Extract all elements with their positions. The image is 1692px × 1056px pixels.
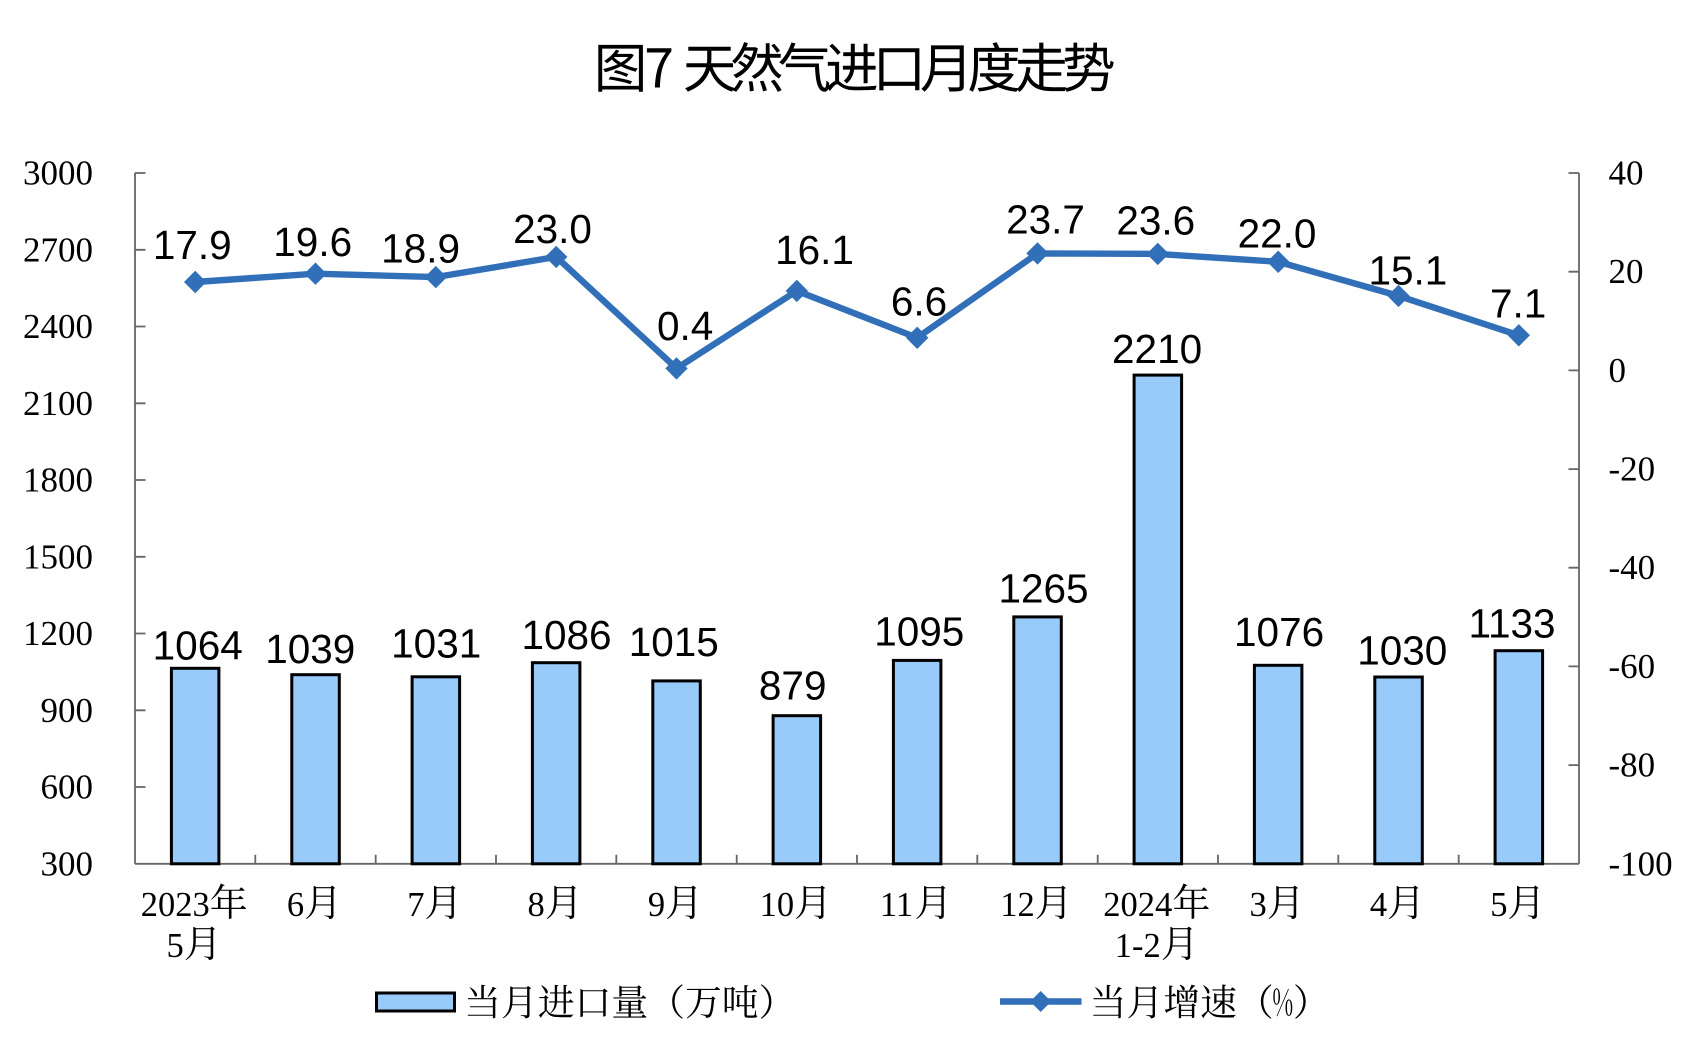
svg-text:1030: 1030	[1357, 628, 1447, 674]
svg-text:1265: 1265	[998, 565, 1088, 611]
svg-text:18.9: 18.9	[381, 225, 460, 271]
svg-text:-60: -60	[1609, 647, 1656, 686]
svg-text:1015: 1015	[629, 619, 719, 665]
svg-text:2210: 2210	[1112, 326, 1202, 372]
svg-text:2023: 2023	[141, 886, 210, 924]
svg-text:20: 20	[1609, 252, 1644, 291]
svg-text:40: 40	[1609, 154, 1644, 193]
svg-text:0: 0	[1609, 351, 1627, 390]
svg-text:-40: -40	[1609, 548, 1656, 587]
svg-text:10: 10	[760, 886, 795, 924]
svg-text:7: 7	[407, 886, 424, 924]
svg-text:-20: -20	[1609, 450, 1656, 489]
svg-text:17.9: 17.9	[153, 222, 232, 268]
svg-text:5: 5	[167, 927, 184, 965]
svg-text:900: 900	[41, 691, 94, 730]
svg-text:19.6: 19.6	[273, 219, 352, 265]
svg-text:300: 300	[41, 844, 94, 883]
svg-text:2400: 2400	[23, 307, 93, 346]
svg-text:600: 600	[41, 768, 94, 807]
svg-text:23.7: 23.7	[1006, 196, 1085, 242]
svg-text:23.6: 23.6	[1116, 198, 1195, 244]
svg-text:5: 5	[1490, 886, 1507, 924]
svg-text:7.1: 7.1	[1490, 281, 1546, 327]
svg-text:15.1: 15.1	[1368, 248, 1447, 294]
svg-text:16.1: 16.1	[775, 227, 854, 273]
svg-text:4: 4	[1370, 886, 1387, 924]
svg-text:1086: 1086	[521, 612, 611, 658]
svg-text:6.6: 6.6	[891, 278, 947, 324]
svg-text:0.4: 0.4	[657, 303, 713, 349]
svg-text:1095: 1095	[874, 609, 964, 655]
svg-text:1064: 1064	[153, 623, 243, 669]
svg-text:1500: 1500	[23, 537, 93, 576]
svg-text:9: 9	[648, 886, 665, 924]
svg-text:-80: -80	[1609, 746, 1656, 785]
svg-text:3000: 3000	[23, 154, 93, 193]
svg-text:3: 3	[1250, 886, 1267, 924]
svg-text:1-2: 1-2	[1115, 927, 1161, 965]
svg-text:-100: -100	[1609, 844, 1673, 883]
svg-text:1039: 1039	[265, 626, 355, 672]
svg-text:1133: 1133	[1468, 601, 1555, 647]
svg-text:879: 879	[759, 663, 827, 709]
svg-text:11: 11	[880, 886, 913, 924]
svg-text:2024: 2024	[1103, 886, 1172, 924]
svg-text:1031: 1031	[391, 621, 481, 667]
svg-text:2100: 2100	[23, 384, 93, 423]
svg-text:1200: 1200	[23, 614, 93, 653]
svg-text:2700: 2700	[23, 230, 93, 269]
svg-text:1076: 1076	[1234, 609, 1324, 655]
svg-text:6: 6	[287, 886, 304, 924]
svg-text:23.0: 23.0	[513, 206, 592, 252]
svg-text:12: 12	[1000, 886, 1034, 924]
svg-text:8: 8	[528, 886, 545, 924]
svg-text:1800: 1800	[23, 461, 93, 500]
svg-text:22.0: 22.0	[1238, 211, 1317, 257]
